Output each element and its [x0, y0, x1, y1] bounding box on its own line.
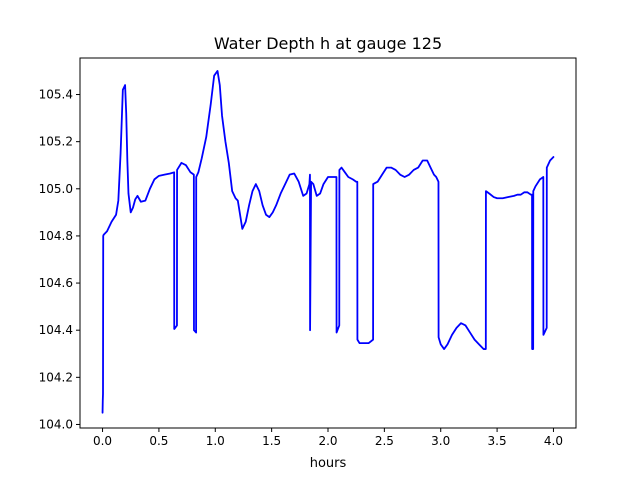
- y-tick-label: 104.4: [39, 323, 73, 337]
- plot-area: 0.0 0.5 1.0 1.5 2.0 2.5 3.0 3.5 4.0 104.0104.210…: [39, 57, 577, 448]
- x-tick-label: 0.5: [149, 434, 168, 448]
- x-axis-label: hours: [310, 456, 347, 471]
- series-line-0: [101, 70, 555, 414]
- y-tick-label: 104.2: [39, 370, 73, 384]
- y-axis: 104.0 104.2 104.4 104.6 104.8 105.0 105.2 105.4: [39, 88, 80, 431]
- x-tick-label: 2.0: [318, 434, 337, 448]
- x-tick-label: 1.5: [262, 434, 281, 448]
- x-tick-label: 4.0: [544, 434, 563, 448]
- y-tick-label: 104.0: [39, 417, 73, 431]
- y-tick-label: 105.4: [39, 88, 73, 102]
- x-tick-label: 3.5: [488, 434, 507, 448]
- x-tick-label: 0.0: [93, 434, 112, 448]
- x-tick-label: 3.0: [431, 434, 450, 448]
- y-tick-label: 104.8: [39, 229, 73, 243]
- x-tick-label: 2.5: [375, 434, 394, 448]
- series-layer: [101, 70, 555, 414]
- chart-title: Water Depth h at gauge 125: [214, 34, 442, 53]
- y-tick-label: 104.6: [39, 276, 73, 290]
- y-tick-label: 105.2: [39, 135, 73, 149]
- x-axis: 0.0 0.5 1.0 1.5 2.0 2.5 3.0 3.5 4.0: [93, 428, 563, 448]
- x-tick-label: 1.0: [206, 434, 225, 448]
- y-tick-label: 105.0: [39, 182, 73, 196]
